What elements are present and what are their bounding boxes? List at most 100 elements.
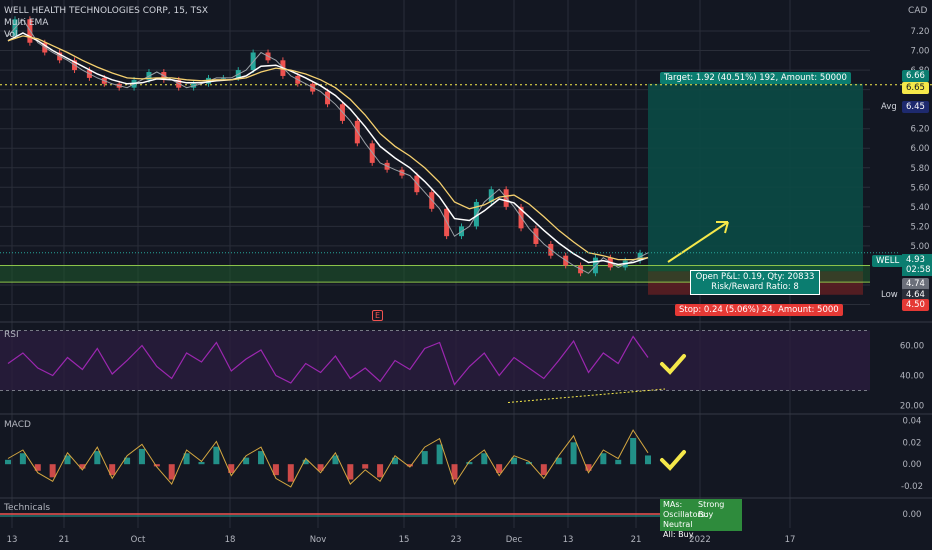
macd-bar — [138, 448, 145, 465]
technicals-pane-label: Technicals — [4, 503, 51, 513]
x-tick-label: Dec — [506, 535, 523, 545]
macd-bar — [645, 455, 651, 465]
pnl-line-1: Open P&L: 0.19, Qty: 20833 — [695, 272, 815, 282]
macd-bar — [421, 451, 428, 465]
x-tick-label: 2022 — [689, 535, 711, 545]
y-tick-label: 5.80 — [911, 164, 930, 174]
all-value: Buy — [678, 530, 694, 539]
y-tick-label: 5.20 — [911, 222, 930, 232]
x-tick-label: Oct — [131, 535, 146, 545]
low-price-tag: 4.64 — [902, 289, 929, 301]
technicals-summary-box: MAs: Strong Buy Oscillators: Neutral All… — [660, 499, 742, 539]
earnings-marker[interactable]: E — [372, 310, 384, 321]
macd-bar — [391, 457, 398, 465]
macd-bar — [481, 453, 488, 465]
target-zone — [648, 83, 863, 272]
macd-checkmark-icon — [660, 450, 686, 471]
avg-label: Avg — [881, 102, 897, 112]
macd-bar — [302, 459, 309, 465]
y-tick-label: 5.60 — [911, 183, 930, 193]
pnl-line-2: Risk/Reward Ratio: 8 — [711, 282, 799, 292]
ema-legend[interactable]: Multi EMA — [4, 18, 49, 28]
x-tick-label: 13 — [563, 535, 574, 545]
mas-value: Strong Buy — [698, 500, 725, 519]
macd-bar — [332, 455, 339, 465]
ema-slow-line — [7, 35, 649, 261]
mas-label: MAs: — [663, 500, 683, 509]
macd-bar — [258, 451, 265, 465]
macd-bar — [287, 464, 294, 482]
macd-bar — [213, 446, 220, 465]
y-tick-label: 7.20 — [911, 27, 930, 37]
macd-bar — [347, 464, 354, 480]
macd-bar — [198, 462, 205, 465]
macd-bar — [540, 464, 547, 476]
x-tick-label: 17 — [785, 535, 796, 545]
macd-bar — [451, 464, 458, 480]
countdown: 02:58 — [906, 265, 931, 275]
macd-bar — [228, 464, 235, 473]
avg-price-tag: 6.45 — [902, 101, 929, 113]
macd-bar — [511, 457, 518, 465]
macd-signal-line — [7, 429, 649, 488]
target-label: Target: 1.92 (40.51%) 192, Amount: 50000 — [660, 72, 851, 84]
last-price-tag: 4.93 02:58 — [902, 254, 932, 276]
projection-arrow — [667, 221, 729, 263]
y-tick-label: 5.00 — [911, 242, 930, 252]
rsi-tick-label: 20.00 — [900, 402, 924, 412]
rsi-tick-label: 60.00 — [900, 342, 924, 352]
currency-label[interactable]: CAD — [908, 6, 928, 16]
osc-label: Oscillators: — [663, 510, 708, 519]
macd-bar — [272, 464, 279, 476]
macd-bar — [94, 451, 101, 465]
rsi-line — [7, 335, 649, 386]
x-tick-label: 15 — [399, 535, 410, 545]
macd-bar — [109, 464, 116, 476]
stop-price-tag: 4.50 — [902, 299, 929, 311]
macd-tick-label: -0.02 — [901, 482, 923, 492]
macd-bar — [362, 464, 369, 469]
macd-bar — [615, 459, 622, 465]
dotted-level-tag: 6.65 — [902, 82, 929, 94]
macd-bar — [243, 457, 250, 465]
x-tick-label: 21 — [631, 535, 642, 545]
all-label: All: — [663, 530, 676, 539]
macd-bar — [630, 437, 637, 465]
macd-pane-label: MACD — [4, 420, 31, 430]
pnl-box: Open P&L: 0.19, Qty: 20833 Risk/Reward R… — [690, 270, 820, 295]
macd-bar — [168, 464, 175, 480]
osc-value: Neutral — [663, 520, 693, 529]
macd-bar — [79, 464, 86, 469]
price-line — [7, 18, 649, 274]
macd-bar — [183, 453, 190, 465]
macd-tick-label: 0.04 — [903, 416, 922, 426]
macd-bar — [64, 455, 71, 465]
macd-bar — [496, 464, 503, 473]
technicals-tick-label: 0.00 — [903, 510, 922, 520]
macd-bar — [570, 442, 577, 465]
well-symbol-tag: WELL — [872, 255, 904, 267]
target-price-tag: 6.66 — [902, 70, 929, 82]
y-tick-label: 6.00 — [911, 144, 930, 154]
rsi-tick-label: 40.00 — [900, 372, 924, 382]
symbol-legend: WELL HEALTH TECHNOLOGIES CORP, 15, TSX — [4, 6, 209, 16]
stop-label: Stop: 0.24 (5.06%) 24, Amount: 5000 — [675, 304, 843, 316]
ema-fast-line — [7, 32, 649, 266]
macd-bar — [124, 457, 131, 465]
macd-bar — [555, 457, 562, 465]
macd-bar — [153, 464, 160, 467]
support-zone — [0, 265, 870, 283]
x-tick-label: 21 — [59, 535, 70, 545]
macd-bar — [600, 453, 607, 465]
rsi-checkmark-icon — [660, 354, 686, 375]
macd-bar — [436, 444, 443, 465]
x-tick-label: 18 — [225, 535, 236, 545]
rsi-pane-label: RSI — [4, 330, 19, 340]
x-tick-label: 23 — [451, 535, 462, 545]
projection-arrowhead — [716, 221, 729, 234]
macd-bar — [34, 464, 41, 471]
entry-price-tag: 4.74 — [902, 278, 929, 290]
macd-bar — [5, 459, 11, 465]
macd-bar — [377, 464, 384, 478]
vol-legend[interactable]: Vol — [4, 30, 18, 40]
